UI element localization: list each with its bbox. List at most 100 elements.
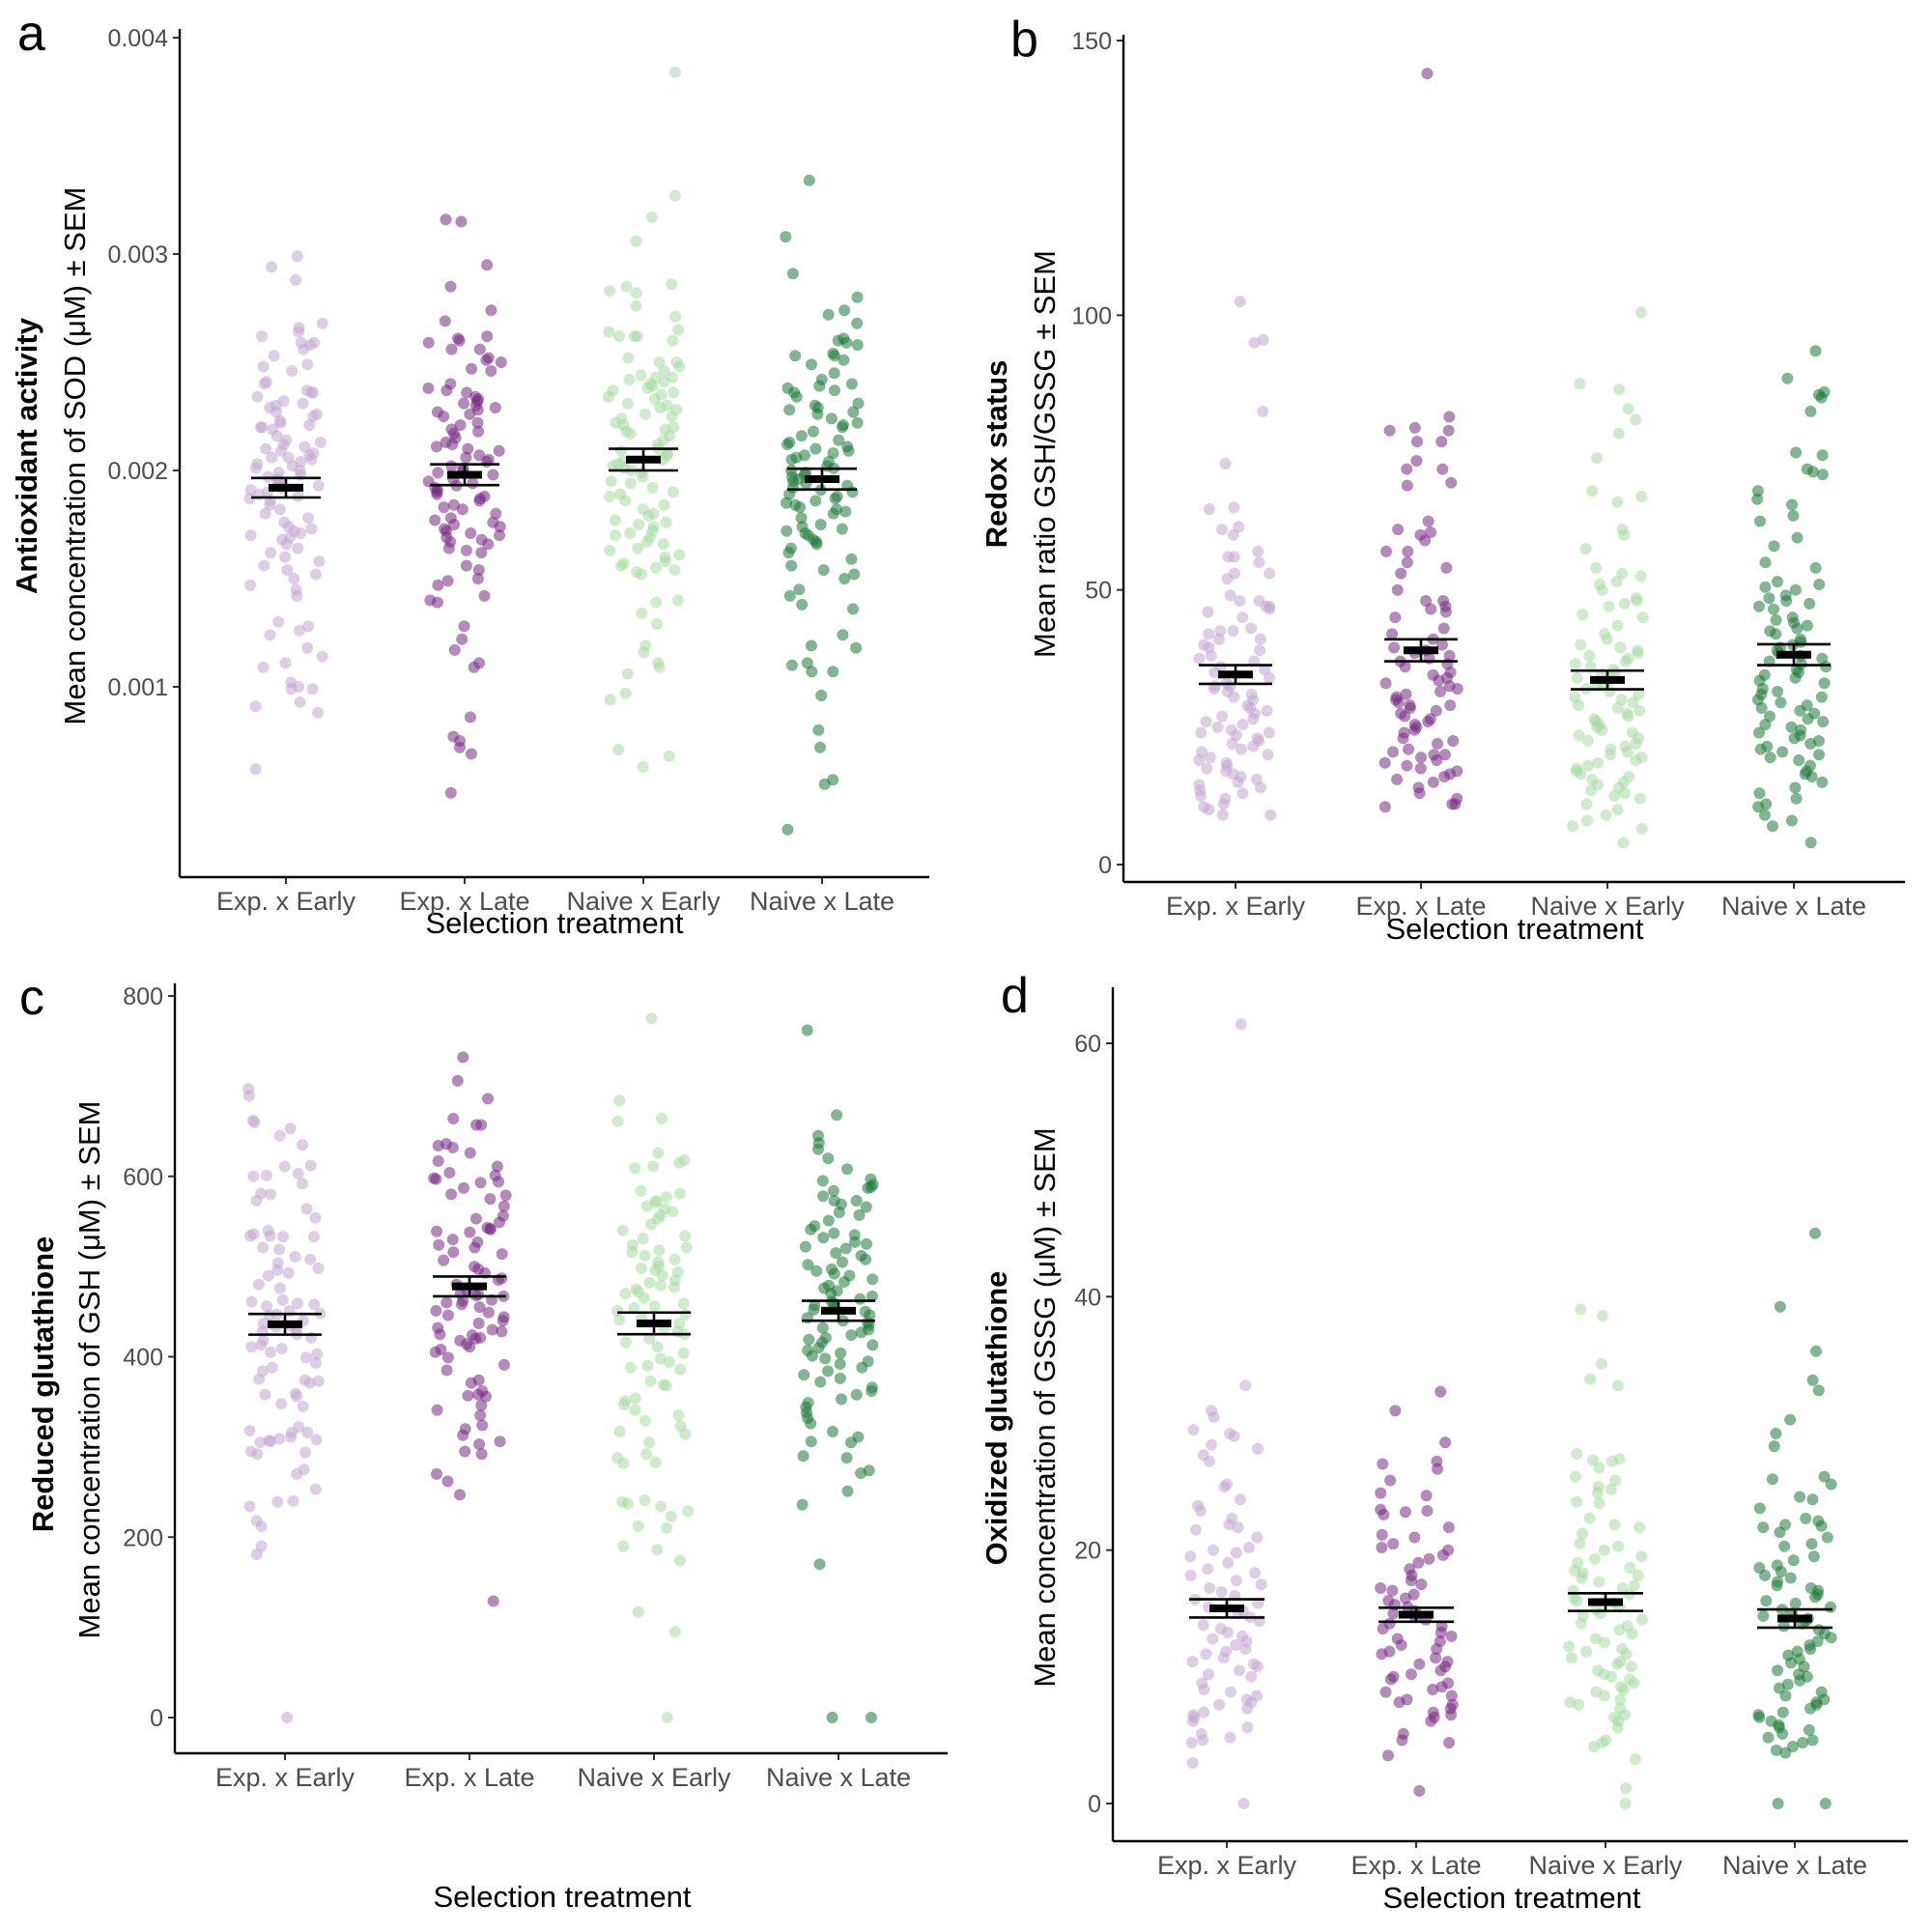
data-point [472,425,485,438]
data-point [1430,1652,1442,1664]
data-point [303,1377,316,1389]
data-point [819,1352,832,1365]
data-point [496,1248,508,1261]
data-point [1813,579,1826,590]
data-point [817,1190,829,1203]
y-tick-label: 0.004 [107,25,168,52]
data-point [1186,1757,1199,1769]
data-point [795,430,808,442]
data-point [312,479,325,492]
data-point [860,1253,871,1265]
data-point [663,1356,675,1369]
data-point [1203,1668,1214,1681]
data-point [866,1385,878,1397]
data-point [658,498,670,511]
data-points [242,1012,879,1723]
data-point [1770,613,1782,626]
data-point [1224,1731,1236,1744]
data-point [442,542,455,554]
data-point [1630,413,1642,426]
data-point [648,393,661,406]
data-point [1622,403,1634,414]
data-point [1776,1706,1789,1719]
data-point [829,493,841,505]
data-point [1800,1512,1812,1524]
data-point [790,390,803,403]
data-point [491,1160,503,1173]
data-point [1435,1385,1447,1398]
data-point [1387,1538,1400,1550]
data-point [780,231,792,243]
data-point [638,1292,650,1304]
data-point [445,343,458,355]
data-point [1619,655,1632,668]
data-point [464,1341,476,1353]
data-point [1618,597,1631,610]
data-point [1221,1626,1234,1638]
data-point [1630,1753,1641,1766]
data-point [485,365,497,377]
data-points [1184,1018,1837,1809]
data-point [432,1140,444,1151]
data-point [1205,752,1216,764]
data-point [658,365,670,377]
data-point [803,174,815,186]
data-point [1203,804,1215,816]
data-point [1772,1664,1784,1677]
data-point [494,529,505,542]
data-point [1816,449,1829,462]
data-point [639,1414,651,1427]
data-point [1636,611,1649,624]
data-point [612,744,625,755]
data-point [812,1143,824,1155]
data-point [1241,1721,1254,1734]
data-point [243,1500,256,1513]
data-point [1208,1410,1220,1423]
data-point [309,1483,322,1495]
data-point [849,1236,861,1248]
data-point [1617,837,1630,849]
data-point [456,503,469,516]
data-point [673,1156,686,1169]
data-point [1204,1582,1216,1594]
data-point [1431,1643,1443,1655]
data-point [611,1115,624,1127]
data-point [431,1467,442,1480]
data-point [1392,696,1405,709]
x-tick-label: Exp. x Early [1157,1851,1297,1880]
data-point [624,527,637,539]
data-point [1571,1595,1583,1607]
data-point [1235,1018,1247,1031]
data-point [1378,1508,1390,1520]
data-point [1443,411,1456,423]
data-point [827,1426,838,1437]
data-point [470,1119,482,1131]
y-ticks: 0 200 400 600 800 [123,983,175,1732]
data-point [475,1448,488,1461]
data-point [1421,68,1434,80]
x-ticks: Exp. x Early Exp. x Late Naive x Early Naiv… [215,1753,911,1792]
data-point [1211,721,1224,733]
data-point [617,1457,630,1469]
panel-c: c Reduced glutathione Mean concentration… [19,970,948,1914]
data-point [653,1244,666,1257]
data-point [473,1438,486,1451]
data-point [1804,837,1817,849]
data-point [1584,1373,1597,1385]
data-point [1809,345,1822,357]
data-point [1588,1552,1601,1565]
data-point [1764,752,1776,764]
data-point [829,384,840,397]
data-point [262,1269,274,1282]
data-point [302,620,315,633]
y-tick-label: 600 [123,1164,163,1191]
data-point [805,1223,817,1236]
data-point [461,386,473,399]
data-point [1233,521,1245,533]
y-tick-label: 400 [123,1345,163,1372]
data-point [448,643,461,656]
data-point [310,1357,322,1369]
data-point [805,1435,817,1448]
data-point [453,334,466,347]
data-point [1632,1569,1644,1581]
